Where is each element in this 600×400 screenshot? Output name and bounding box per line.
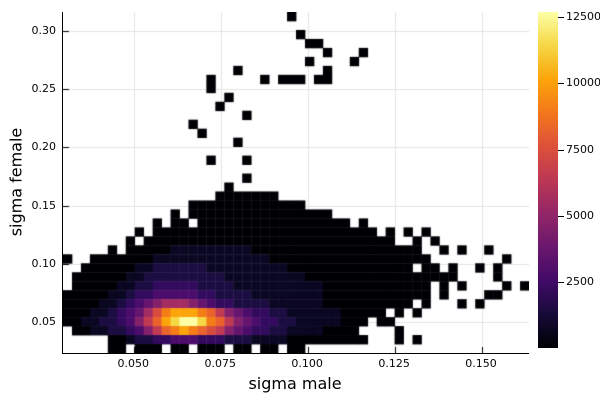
y-tick-label: 0.25 bbox=[31, 81, 57, 95]
colorbar-tick-label: 5000 bbox=[566, 208, 594, 222]
colorbar-tick-mark bbox=[558, 149, 564, 151]
colorbar-tick-label: 12500 bbox=[566, 10, 600, 24]
colorbar-tick-label: 10000 bbox=[566, 76, 600, 90]
x-tick-label: 0.125 bbox=[378, 357, 410, 370]
x-tick-label: 0.100 bbox=[291, 357, 323, 370]
x-axis-title: sigma male bbox=[248, 374, 342, 393]
x-tick-label: 0.050 bbox=[117, 357, 150, 370]
y-tick-label: 0.15 bbox=[31, 198, 57, 212]
colorbar-tick-mark bbox=[558, 17, 564, 19]
x-tick-label: 0.075 bbox=[204, 357, 236, 370]
y-tick-label: 0.05 bbox=[31, 315, 57, 329]
axis-frame bbox=[62, 12, 529, 354]
y-tick-label: 0.30 bbox=[31, 23, 57, 37]
colorbar-tick-label: 7500 bbox=[566, 142, 594, 156]
y-axis-title: sigma female bbox=[6, 127, 26, 237]
x-tick-label: 0.150 bbox=[465, 357, 497, 370]
heatmap-plot-area bbox=[63, 12, 529, 353]
y-tick-label: 0.10 bbox=[31, 256, 57, 270]
colorbar-tick-mark bbox=[558, 281, 564, 283]
colorbar-tick-mark bbox=[558, 215, 564, 217]
colorbar-tick-label: 2500 bbox=[566, 274, 594, 288]
colorbar-gradient bbox=[538, 12, 558, 348]
colorbar-tick-mark bbox=[558, 83, 564, 85]
y-tick-label: 0.20 bbox=[31, 140, 57, 154]
